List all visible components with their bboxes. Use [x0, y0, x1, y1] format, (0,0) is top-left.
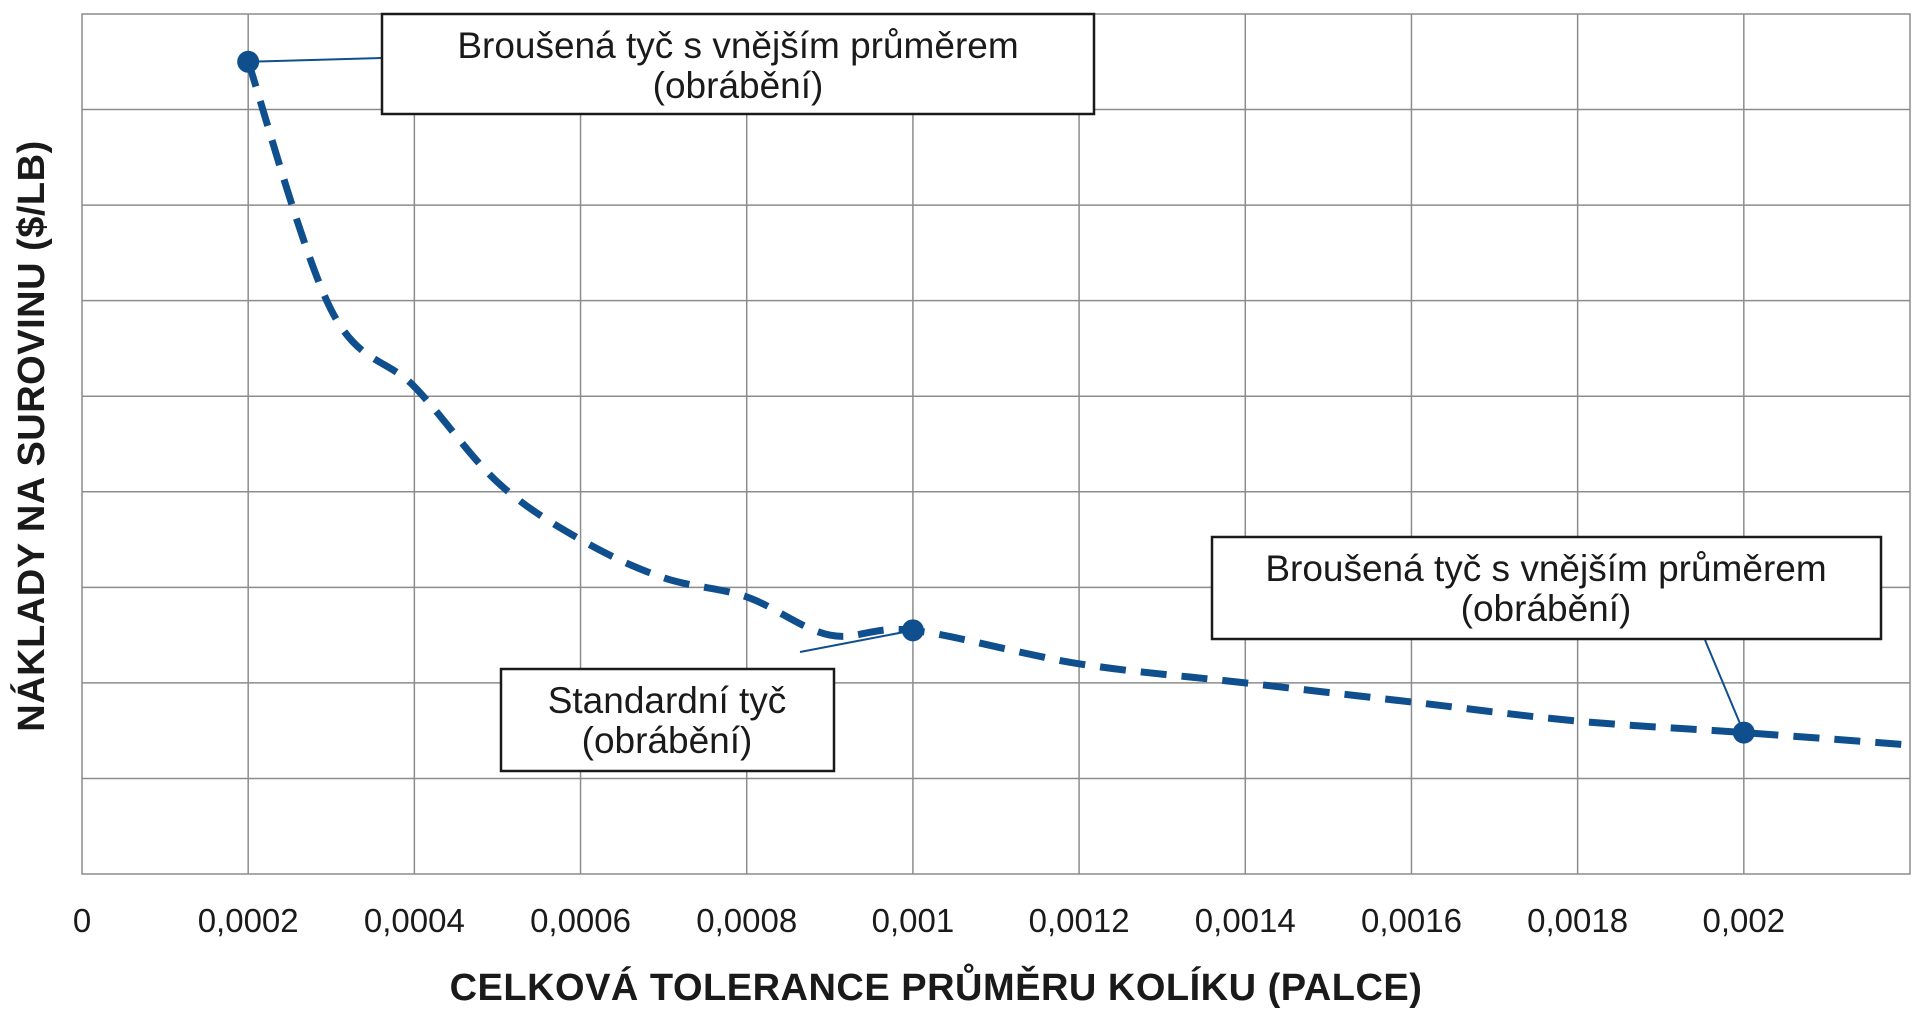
cost-curve-line	[244, 60, 1911, 749]
annotation-leader-line	[799, 629, 914, 653]
data-point	[237, 50, 260, 73]
annotation-leader-line	[1704, 639, 1745, 733]
data-point	[1732, 721, 1755, 744]
annotation-label: (obrábění)	[1461, 588, 1632, 629]
x-tick-label: 0,0018	[1527, 902, 1628, 939]
x-axis-tick-labels: 0 0,0002 0,0004 0,0006 0,0008 0,001 0,0012 0,00…	[73, 902, 1785, 939]
data-point	[901, 619, 924, 642]
x-tick-label: 0,0006	[530, 902, 631, 939]
x-tick-label: 0,0002	[198, 902, 299, 939]
x-tick-label: 0,0008	[696, 902, 797, 939]
x-tick-label: 0,002	[1703, 902, 1786, 939]
x-tick-label: 0	[73, 902, 91, 939]
x-tick-label: 0,0004	[364, 902, 465, 939]
annotation-leader-line	[248, 57, 383, 63]
annotation-label: (obrábění)	[653, 65, 824, 106]
annotation-box	[380, 12, 1096, 116]
annotation-box	[499, 667, 836, 773]
annotation-label: Standardní tyč	[548, 680, 787, 721]
x-tick-label: 0,0016	[1361, 902, 1462, 939]
x-tick-label: 0,0014	[1195, 902, 1296, 939]
x-axis-title: CELKOVÁ TOLERANCE PRŮMĚRU KOLÍKU (PALCE)	[450, 962, 1423, 1009]
annotation-label: Broušená tyč s vnějším průměrem	[457, 25, 1018, 66]
x-tick-label: 0,0012	[1029, 902, 1130, 939]
annotation-label: Broušená tyč s vnějším průměrem	[1265, 548, 1826, 589]
grid	[82, 14, 1910, 874]
data-points	[237, 50, 1755, 744]
plot-area-border	[81, 13, 1911, 875]
annotation-box	[1210, 535, 1883, 641]
annotations: Broušená tyč s vnějším průměrem(obrábění…	[248, 12, 1883, 773]
annotation-label: (obrábění)	[582, 720, 753, 761]
curve-series	[244, 60, 1911, 749]
x-tick-label: 0,001	[872, 902, 955, 939]
y-axis-title: NÁKLADY NA SUROVINU ($/LB)	[9, 140, 53, 731]
